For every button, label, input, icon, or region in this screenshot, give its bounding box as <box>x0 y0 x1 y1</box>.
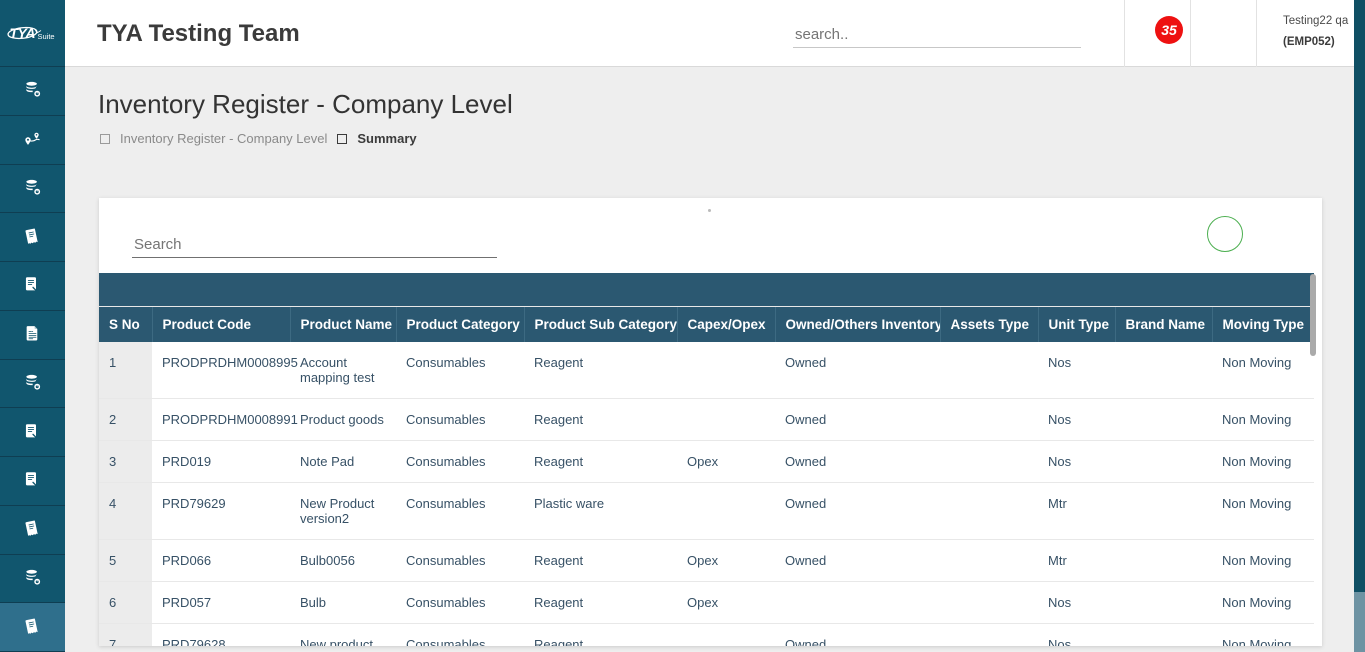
svg-text:TYA: TYA <box>9 25 35 41</box>
svg-text:Suite: Suite <box>37 32 54 41</box>
